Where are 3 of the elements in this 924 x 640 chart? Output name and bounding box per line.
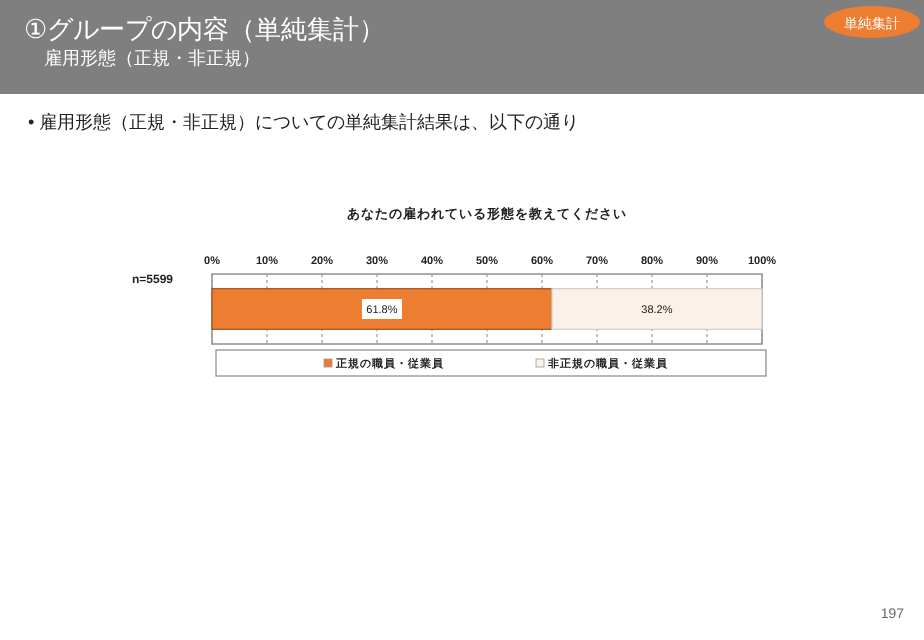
text: 雇用形態（正規・非正規） xyxy=(44,48,260,68)
text: ①グループの内容（単純集計） xyxy=(24,14,386,44)
text: • 雇用形態（正規・非正規）についての単純集計結果は、以下の通り xyxy=(28,112,580,132)
